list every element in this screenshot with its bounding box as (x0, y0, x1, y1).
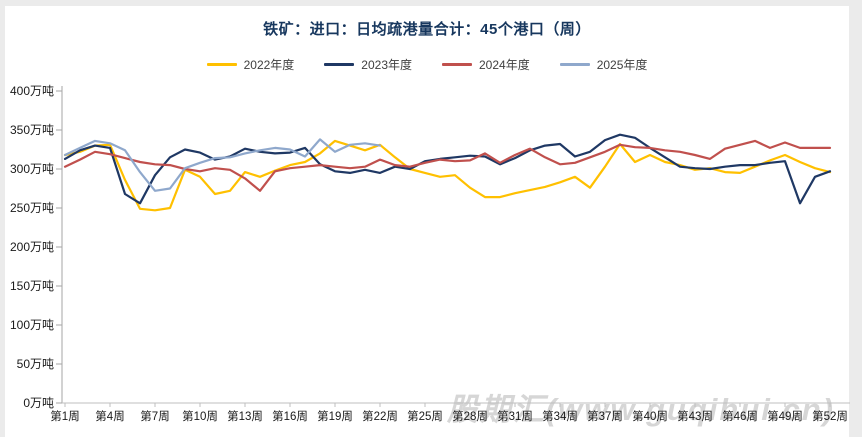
legend-item-2022: 2022年度 (206, 56, 295, 73)
legend-label-2023: 2023年度 (361, 58, 412, 72)
legend-label-2022: 2022年度 (243, 58, 295, 72)
legend-item-2023: 2023年度 (324, 56, 412, 73)
legend-line-swatch-2025 (559, 63, 590, 66)
legend-line-swatch-2023 (324, 63, 355, 66)
watermark: 股期汇(www.guqihui.cn) (446, 392, 835, 427)
chart-title: 铁矿：进口：日均疏港量合计：45个港口（周） (263, 21, 591, 38)
chart-card: 铁矿：进口：日均疏港量合计：45个港口（周） 2022年度 2023年度 202… (5, 6, 849, 437)
legend-item-2024: 2024年度 (442, 56, 530, 73)
legend-line-swatch-2022 (206, 63, 237, 66)
legend-item-2025: 2025年度 (559, 56, 648, 73)
chart-legend: 2022年度 2023年度 2024年度 2025年度 (5, 56, 849, 73)
legend-line-swatch-2024 (442, 63, 472, 66)
legend-label-2024: 2024年度 (479, 58, 530, 72)
legend-label-2025: 2025年度 (596, 58, 648, 72)
